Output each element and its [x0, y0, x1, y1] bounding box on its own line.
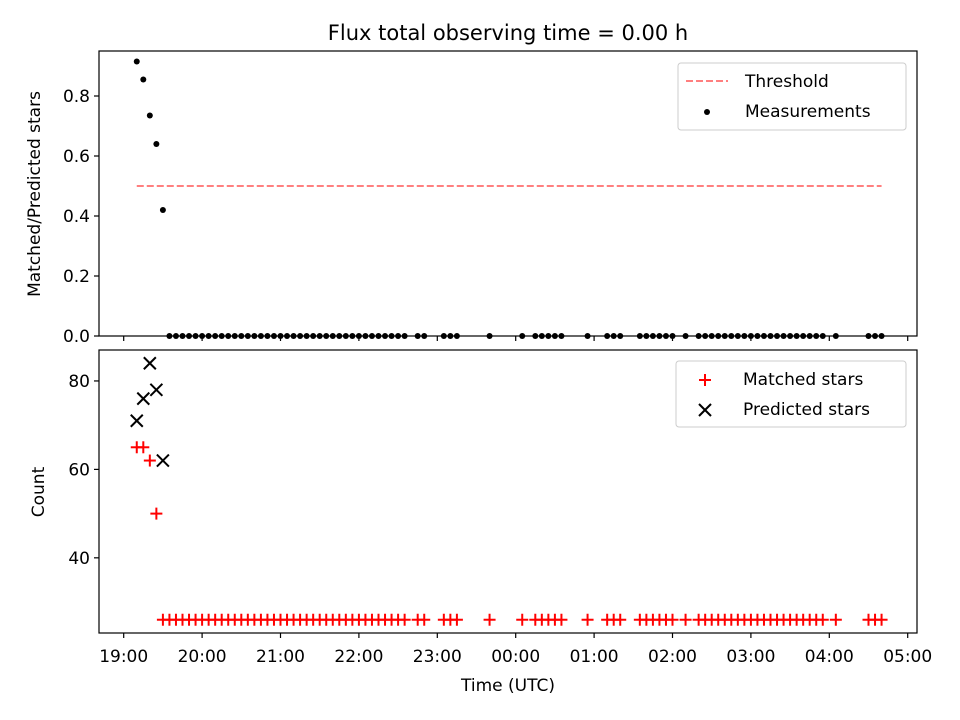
- x-tick-label: 19:00: [99, 647, 148, 667]
- x-axis-label: Time (UTC): [460, 676, 555, 696]
- measurements-point: [140, 76, 147, 83]
- matched-stars-point: [150, 507, 163, 520]
- top-panel-y-ticks: 0.0 0.2 0.4 0.6 0.8: [63, 87, 99, 347]
- bottom-legend-box: [675, 360, 907, 428]
- legend-threshold-label: Threshold: [744, 72, 829, 92]
- legend-measurements-swatch: [704, 109, 710, 115]
- predicted-stars-point: [136, 391, 151, 406]
- legend-measurements-label: Measurements: [745, 102, 871, 122]
- x-tick-label: 20:00: [178, 647, 227, 667]
- y-tick-label: 60: [68, 460, 90, 480]
- bottom-panel-legend: Matched stars Predicted stars: [675, 360, 907, 428]
- top-panel-x-ticks: [123, 336, 909, 341]
- matched-stars-point: [829, 613, 842, 626]
- legend-matched-swatch: [699, 374, 711, 386]
- bottom-panel-y-axis-label: Count: [29, 466, 49, 517]
- x-tick-label: 02:00: [648, 647, 697, 667]
- figure-title: Flux total observing time = 0.00 h: [328, 21, 688, 45]
- measurements-point: [153, 141, 160, 147]
- y-tick-label: 0.4: [63, 207, 90, 227]
- matched-stars-point: [816, 613, 829, 626]
- bottom-panel-y-ticks: 40 60 80: [68, 372, 99, 569]
- legend-matched-label: Matched stars: [743, 370, 863, 390]
- legend-predicted-swatch: [698, 403, 712, 417]
- top-panel-legend: Threshold Measurements: [677, 62, 907, 131]
- measurements-point: [159, 207, 166, 213]
- matched-stars-point: [516, 613, 529, 626]
- matched-stars-point: [398, 613, 411, 626]
- y-tick-label: 80: [68, 372, 90, 392]
- y-tick-label: 40: [68, 549, 90, 569]
- matched-stars-point: [418, 613, 431, 626]
- measurements-point: [133, 58, 140, 65]
- y-tick-label: 0.6: [63, 147, 90, 167]
- x-tick-label: 21:00: [256, 647, 305, 667]
- matched-stars-point: [143, 454, 156, 467]
- y-tick-label: 0.2: [63, 267, 90, 287]
- x-tick-label: 03:00: [726, 647, 775, 667]
- matched-stars-point: [679, 613, 692, 626]
- top-panel: 0.00.20.40.60.8 Matched/Predicted stars …: [25, 50, 918, 347]
- measurements-point: [146, 112, 153, 119]
- x-tick-label: 05:00: [883, 647, 932, 667]
- top-panel-frame: [98, 50, 918, 337]
- y-tick-label: 0.8: [63, 87, 90, 107]
- matched-stars-point: [450, 613, 463, 626]
- bottom-panel-marks: [130, 356, 888, 626]
- x-tick-label: 23:00: [413, 647, 462, 667]
- x-tick-label: 00:00: [491, 647, 540, 667]
- matched-stars-point: [614, 613, 627, 626]
- legend-predicted-label: Predicted stars: [743, 400, 870, 420]
- bottom-panel-x-ticks: 19:00 20:00 21:00 22:00 23:00 00:00 01:00 02:00…: [99, 633, 932, 667]
- top-legend-box: [677, 62, 907, 131]
- x-tick-label: 04:00: [805, 647, 854, 667]
- x-tick-label: 01:00: [570, 647, 619, 667]
- x-tick-label: 22:00: [334, 647, 383, 667]
- predicted-stars-point: [130, 414, 144, 428]
- y-tick-label: 0.0: [63, 327, 90, 347]
- bottom-panel-frame: [98, 349, 918, 634]
- matched-stars-point: [555, 613, 568, 626]
- matched-stars-point: [483, 613, 496, 626]
- predicted-stars-point: [149, 383, 164, 397]
- bottom-panel: 19:00 20:00 21:00 22:00 23:00 00:00 01:00 02:00…: [29, 349, 932, 667]
- top-panel-y-axis-label: Matched/Predicted stars: [25, 91, 45, 297]
- predicted-stars-point: [156, 453, 170, 468]
- predicted-stars-point: [143, 356, 157, 370]
- matched-stars-point: [581, 613, 594, 626]
- matched-stars-point: [137, 441, 150, 454]
- matched-stars-point: [875, 613, 888, 626]
- matched-stars-point: [666, 613, 679, 626]
